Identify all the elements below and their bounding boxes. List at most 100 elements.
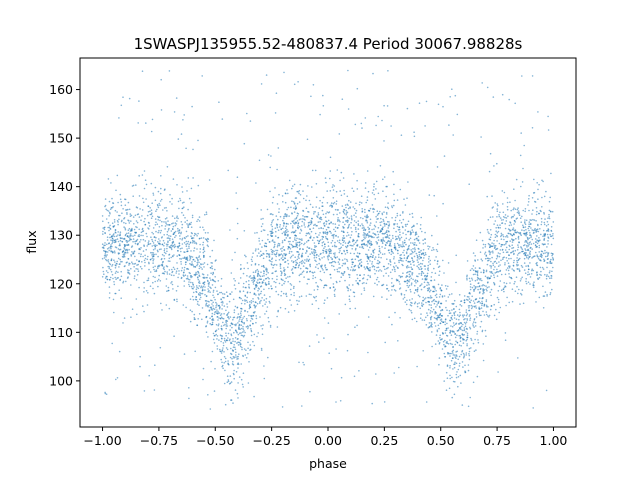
data-point [306, 215, 308, 218]
data-point [543, 221, 546, 224]
data-point [239, 339, 242, 342]
data-point [258, 282, 261, 284]
data-point [346, 258, 348, 261]
data-point [350, 227, 352, 229]
data-point [298, 300, 300, 302]
data-point [325, 228, 328, 231]
data-point [280, 228, 283, 230]
data-point [466, 343, 468, 345]
data-point [283, 231, 285, 233]
data-point [532, 218, 534, 221]
data-point [518, 241, 520, 243]
data-point [190, 285, 193, 288]
data-point [400, 257, 402, 260]
data-point [252, 300, 254, 303]
data-point [374, 198, 377, 200]
data-point [229, 382, 232, 385]
data-point [525, 229, 527, 231]
data-point [135, 279, 138, 281]
data-point [102, 266, 104, 269]
data-point [438, 363, 440, 366]
data-point [528, 252, 531, 254]
data-point [440, 302, 442, 305]
data-point [506, 267, 509, 269]
data-point [353, 220, 356, 222]
data-point [180, 260, 182, 263]
data-point [134, 232, 137, 234]
data-point [219, 291, 221, 294]
data-point [227, 363, 229, 365]
data-point [413, 224, 415, 227]
data-point [496, 203, 499, 205]
data-point [313, 271, 316, 274]
data-point [313, 251, 315, 253]
data-point [276, 326, 279, 328]
data-point [504, 339, 507, 342]
data-point [482, 271, 485, 274]
data-point [405, 225, 407, 227]
data-point [522, 302, 525, 305]
data-point [118, 252, 121, 255]
data-point [373, 265, 376, 268]
data-point [205, 211, 208, 213]
data-point [271, 277, 274, 280]
data-point [473, 350, 476, 353]
data-point [529, 219, 531, 221]
data-point [472, 321, 475, 323]
data-point [400, 236, 403, 239]
data-point [284, 231, 287, 233]
data-point [272, 266, 274, 269]
data-point [529, 232, 531, 234]
data-point [266, 208, 269, 211]
data-point [379, 221, 382, 224]
data-point [236, 306, 239, 309]
data-point [445, 288, 448, 290]
data-point [221, 300, 224, 303]
data-point [287, 206, 290, 209]
data-point [493, 243, 495, 245]
data-point [519, 231, 522, 234]
data-point [160, 229, 162, 232]
data-point [351, 230, 353, 233]
data-point [196, 324, 199, 327]
data-point [508, 224, 511, 227]
data-point [264, 278, 267, 280]
data-point [472, 300, 475, 302]
data-point [354, 258, 357, 261]
data-point [376, 284, 379, 286]
data-point [134, 242, 137, 245]
data-point [339, 212, 341, 214]
data-point [215, 305, 217, 307]
data-point [352, 206, 355, 208]
data-point [285, 253, 288, 256]
data-point [269, 326, 272, 328]
data-point [381, 232, 384, 235]
data-point [271, 235, 274, 237]
data-point [129, 230, 132, 232]
data-point [465, 339, 468, 342]
data-point [523, 252, 525, 255]
data-point [464, 318, 466, 320]
data-point [107, 210, 110, 212]
data-point [103, 249, 105, 252]
data-point [284, 280, 286, 283]
data-point [260, 83, 263, 85]
data-point [469, 288, 472, 291]
data-point [209, 322, 211, 325]
data-point [294, 256, 297, 259]
data-point [268, 255, 271, 257]
data-point [474, 287, 477, 290]
data-point [404, 301, 407, 303]
data-point [268, 287, 270, 290]
data-point [359, 274, 362, 277]
data-point [534, 255, 536, 257]
data-point [252, 298, 254, 300]
data-point [261, 239, 264, 242]
data-point [331, 206, 333, 208]
data-point [416, 265, 419, 268]
data-point [385, 185, 388, 188]
data-point [174, 230, 177, 233]
data-point [192, 240, 194, 243]
data-point [224, 360, 227, 363]
data-point [356, 87, 359, 90]
